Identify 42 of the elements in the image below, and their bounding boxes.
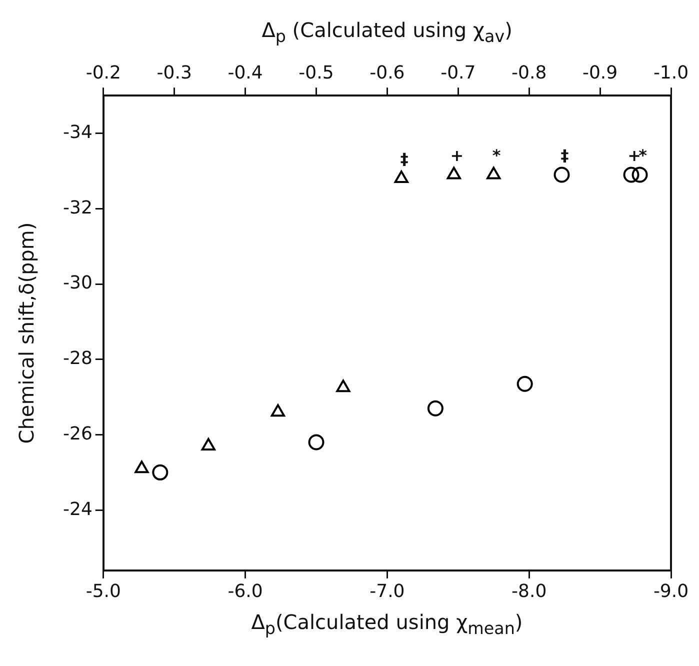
- x2-tick-label: -0.7: [440, 62, 476, 84]
- y-tick-label: -30: [62, 272, 92, 294]
- y-tick-label: -34: [62, 122, 92, 143]
- x2-tick-label: -0.2: [86, 62, 121, 84]
- point: [270, 404, 285, 417]
- x2-tick-label: -0.3: [156, 62, 192, 84]
- x-axis-title: Δ$_{p}$(Calculated using χ$_{mean}$): [251, 610, 523, 638]
- annotation: ‡: [400, 150, 408, 169]
- point: [554, 166, 570, 183]
- annotation: *: [492, 146, 502, 165]
- x-tick-label: -5.0: [86, 580, 121, 602]
- annotation: +: [450, 146, 464, 165]
- x2-tick-label: -1.0: [653, 62, 689, 84]
- point: [427, 400, 444, 416]
- x-tick-label: -9.0: [653, 580, 689, 602]
- x2-tick-label: -0.9: [582, 62, 618, 84]
- point: [394, 170, 408, 183]
- x2-tick-label: -0.8: [512, 62, 547, 84]
- y-tick-label: -28: [62, 348, 92, 370]
- point: [516, 376, 533, 392]
- x-tick-label: -6.0: [228, 580, 263, 602]
- x2-tick-label: -0.4: [228, 62, 263, 84]
- point: [336, 380, 350, 392]
- point: [201, 438, 216, 451]
- point: [308, 434, 324, 450]
- point: [134, 460, 149, 474]
- x2-tick-label: -0.5: [298, 62, 334, 84]
- x2-tick-label: -0.6: [370, 62, 405, 84]
- annotation: ‡: [560, 146, 569, 165]
- x-tick-label: -8.0: [512, 580, 547, 602]
- x2-axis-title: Δ$_{p}$ (Calculated using χ$_{av}$): [262, 18, 512, 46]
- x-tick-label: -7.0: [370, 580, 405, 602]
- y-tick-label: -32: [62, 197, 92, 218]
- point: [486, 166, 501, 180]
- point: [152, 464, 168, 480]
- point: [623, 166, 640, 183]
- annotation: *: [638, 146, 648, 165]
- point: [446, 166, 461, 180]
- y-tick-label: -24: [62, 498, 92, 520]
- y-tick-label: -26: [62, 423, 92, 444]
- point: [632, 166, 648, 183]
- y-axis-title: Chemical shift,δ(ppm): [14, 222, 38, 444]
